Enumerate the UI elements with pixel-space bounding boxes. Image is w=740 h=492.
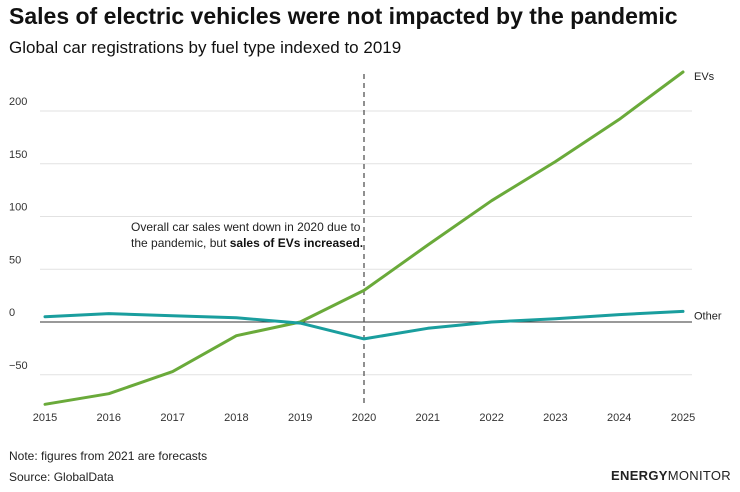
series-line-other — [43, 309, 685, 341]
x-tick-label: 2023 — [543, 412, 567, 424]
chart-annotation: Overall car sales went down in 2020 due … — [131, 219, 391, 251]
y-tick-label: 100 — [9, 202, 27, 214]
series-line-evs — [43, 70, 685, 406]
annotation-line-2-prefix: the pandemic, but — [131, 236, 230, 250]
x-tick-label: 2017 — [160, 412, 184, 424]
x-tick-label: 2024 — [607, 412, 631, 424]
y-tick-label: 200 — [9, 96, 27, 108]
x-tick-label: 2022 — [479, 412, 503, 424]
annotation-line-2: the pandemic, but sales of EVs increased… — [131, 235, 391, 251]
brand-part-1: ENERGY — [611, 468, 668, 483]
x-tick-label: 2021 — [416, 412, 440, 424]
brand-part-2: MONITOR — [667, 468, 731, 483]
x-tick-label: 2015 — [33, 412, 57, 424]
x-tick-label: 2018 — [224, 412, 248, 424]
chart-subtitle: Global car registrations by fuel type in… — [9, 38, 402, 57]
chart-title: Sales of electric vehicles were not impa… — [9, 3, 678, 29]
series-label-other: Other — [694, 310, 722, 322]
x-tick-label: 2025 — [671, 412, 695, 424]
y-tick-label: −50 — [9, 360, 28, 372]
x-tick-label: 2020 — [352, 412, 376, 424]
source-note: Source: GlobalData — [9, 470, 114, 484]
y-tick-label: 150 — [9, 149, 27, 161]
footnote: Note: figures from 2021 are forecasts — [9, 449, 208, 463]
y-tick-label: 0 — [9, 307, 15, 319]
brand-logo: ENERGYMONITOR — [611, 468, 731, 483]
annotation-line-1: Overall car sales went down in 2020 due … — [131, 220, 361, 234]
annotation-line-2-bold: sales of EVs increased. — [229, 236, 364, 250]
y-tick-label: 50 — [9, 254, 21, 266]
x-tick-label: 2019 — [288, 412, 312, 424]
series-label-evs: EVs — [694, 71, 715, 83]
x-tick-label: 2016 — [97, 412, 121, 424]
